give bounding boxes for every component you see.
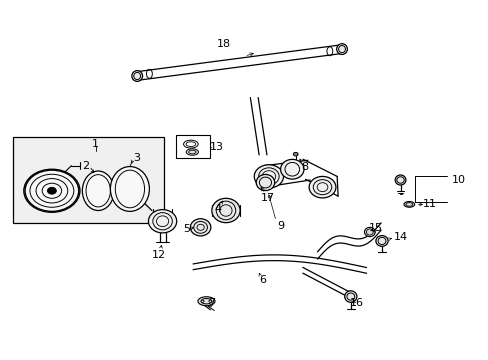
Text: 8: 8 — [300, 162, 307, 172]
Ellipse shape — [364, 227, 374, 237]
Text: 12: 12 — [152, 249, 166, 260]
Text: 13: 13 — [209, 142, 223, 152]
Text: 11: 11 — [422, 199, 436, 210]
Text: 3: 3 — [132, 153, 140, 163]
Ellipse shape — [25, 170, 79, 211]
Text: 9: 9 — [277, 221, 284, 231]
Text: 16: 16 — [349, 298, 363, 308]
Text: 15: 15 — [368, 224, 383, 233]
Ellipse shape — [110, 167, 149, 211]
Ellipse shape — [211, 198, 240, 223]
Ellipse shape — [375, 235, 387, 246]
Ellipse shape — [186, 149, 198, 155]
Text: 4: 4 — [214, 204, 221, 215]
Ellipse shape — [403, 202, 414, 207]
Text: 2: 2 — [82, 161, 89, 171]
Text: 7: 7 — [207, 298, 214, 308]
Text: 14: 14 — [393, 232, 407, 242]
Ellipse shape — [190, 219, 210, 236]
Ellipse shape — [254, 165, 283, 188]
Ellipse shape — [208, 300, 211, 302]
Ellipse shape — [280, 159, 304, 179]
Ellipse shape — [132, 71, 142, 81]
Bar — [176, 135, 210, 158]
Ellipse shape — [82, 171, 114, 211]
Ellipse shape — [293, 152, 298, 156]
Ellipse shape — [47, 187, 56, 194]
Bar — [13, 137, 163, 223]
Ellipse shape — [336, 44, 346, 54]
Ellipse shape — [308, 176, 335, 198]
Ellipse shape — [198, 297, 215, 306]
Text: 1: 1 — [92, 139, 99, 149]
Text: 10: 10 — [451, 175, 465, 185]
Ellipse shape — [394, 175, 405, 185]
Ellipse shape — [344, 291, 356, 302]
Ellipse shape — [201, 300, 203, 302]
Text: 6: 6 — [259, 275, 266, 285]
Ellipse shape — [148, 210, 176, 233]
Text: 18: 18 — [217, 39, 231, 49]
Text: 5: 5 — [183, 225, 190, 234]
Text: 17: 17 — [260, 193, 274, 203]
Ellipse shape — [256, 175, 274, 190]
